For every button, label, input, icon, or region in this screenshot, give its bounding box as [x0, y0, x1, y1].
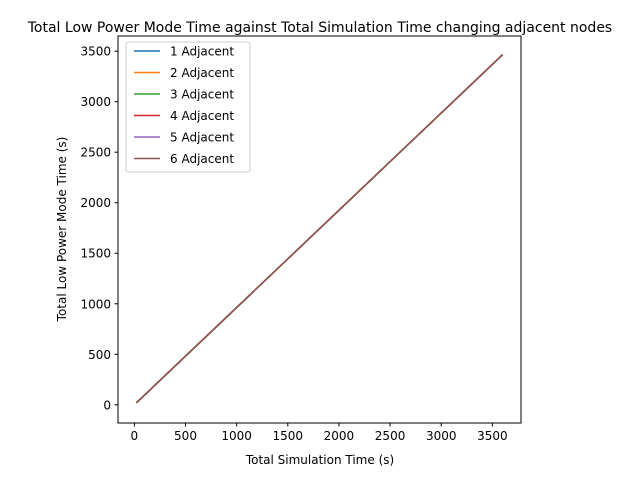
- y-tick-label: 500: [88, 348, 111, 362]
- x-tick-label: 1500: [273, 429, 304, 443]
- x-tick-label: 0: [131, 429, 139, 443]
- legend-items: 1 Adjacent 2 Adjacent 3 Adjacent 4 Adjacent…: [134, 45, 234, 166]
- y-tick-label: 1500: [80, 247, 111, 261]
- x-tick-label: 2000: [324, 429, 355, 443]
- chart-title: Total Low Power Mode Time against Total …: [27, 20, 612, 36]
- legend-label-1: 1 Adjacent: [170, 45, 234, 59]
- plot-frame: [117, 35, 522, 424]
- legend-label-2: 2 Adjacent: [170, 66, 234, 80]
- x-axis-label: Total Simulation Time (s): [245, 453, 394, 467]
- x-tick-label: 2500: [375, 429, 406, 443]
- y-tick-label: 3500: [80, 45, 111, 59]
- legend-box: [125, 41, 251, 173]
- y-tick-label: 3000: [80, 95, 111, 109]
- legend-label-3: 3 Adjacent: [170, 88, 234, 102]
- y-tick-label: 0: [103, 398, 111, 412]
- y-axis-ticks: 0 500 1000 1500 2000 2500 3000 3500: [80, 45, 118, 412]
- legend: 1 Adjacent 2 Adjacent 3 Adjacent 4 Adjacent…: [125, 41, 251, 173]
- y-tick-label: 1000: [80, 297, 111, 311]
- y-tick-label: 2500: [80, 146, 111, 160]
- series-line-6: [135, 54, 504, 404]
- x-tick-label: 3000: [426, 429, 457, 443]
- legend-label-4: 4 Adjacent: [170, 109, 234, 123]
- x-tick-label: 3500: [477, 429, 508, 443]
- x-tick-label: 500: [174, 429, 197, 443]
- x-axis-ticks: 0 500 1000 1500 2000 2500 3000 3500: [131, 423, 508, 443]
- legend-label-6: 6 Adjacent: [170, 152, 234, 166]
- plot-lines: [135, 54, 504, 404]
- y-axis-label: Total Low Power Mode Time (s): [55, 137, 69, 323]
- x-tick-label: 1000: [221, 429, 252, 443]
- legend-label-5: 5 Adjacent: [170, 131, 234, 145]
- y-tick-label: 2000: [80, 196, 111, 210]
